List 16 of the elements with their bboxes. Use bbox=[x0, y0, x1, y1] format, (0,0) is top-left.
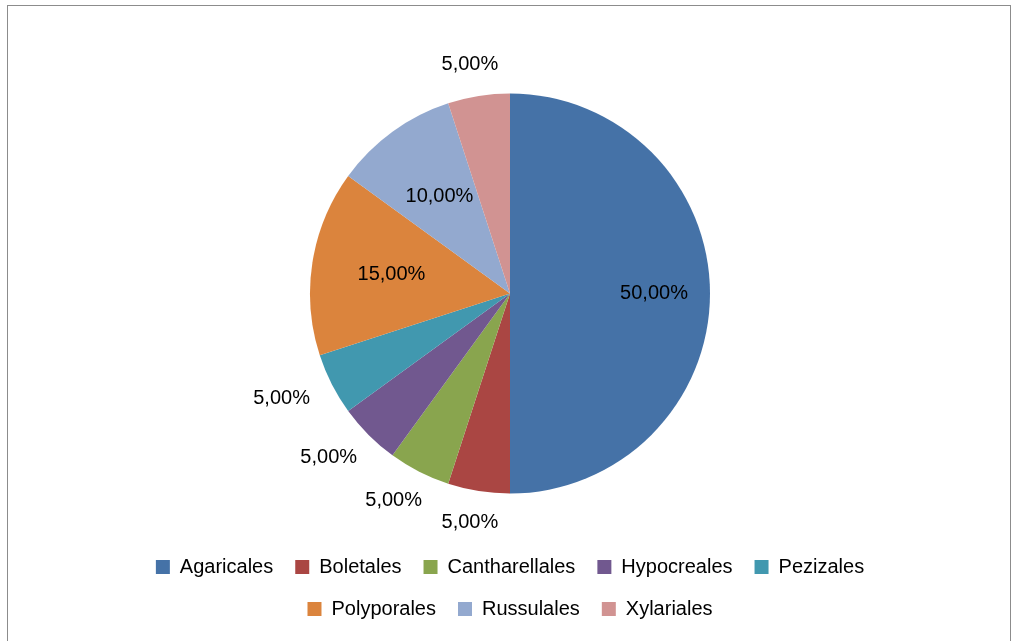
legend-label: Xylariales bbox=[625, 596, 713, 619]
legend-label: Hypocreales bbox=[621, 554, 733, 577]
legend-label: Agaricales bbox=[179, 554, 274, 577]
legend-label: Polyporales bbox=[331, 596, 436, 619]
data-label: 5,00% bbox=[441, 510, 499, 533]
legend-label: Boletales bbox=[319, 554, 402, 577]
legend-label: Cantharellales bbox=[447, 554, 576, 577]
data-label: 5,00% bbox=[441, 51, 499, 74]
legend-label: Pezizales bbox=[778, 554, 865, 577]
legend-label: Russulales bbox=[481, 596, 580, 619]
data-label: 50,00% bbox=[620, 281, 689, 304]
data-label: 15,00% bbox=[357, 262, 426, 285]
data-label: 5,00% bbox=[300, 445, 358, 468]
data-label: 5,00% bbox=[253, 386, 311, 409]
data-label: 5,00% bbox=[365, 487, 423, 510]
data-label: 10,00% bbox=[405, 183, 474, 206]
